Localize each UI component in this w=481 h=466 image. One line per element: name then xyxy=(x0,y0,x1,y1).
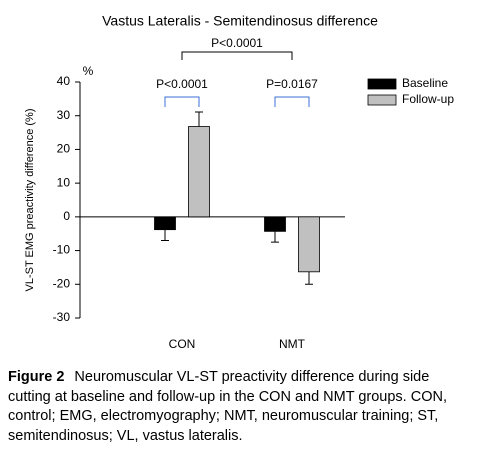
bar xyxy=(154,216,176,231)
y-unit: % xyxy=(83,64,94,78)
bracket xyxy=(274,96,310,107)
caption-label: Figure 2 xyxy=(8,369,65,385)
y-tick-label: 30 xyxy=(57,108,71,122)
y-tick-label: 0 xyxy=(63,209,70,223)
caption-text: Neuromuscular VL-ST preactivity differen… xyxy=(8,369,447,444)
caption: Figure 2 Neuromuscular VL-ST preactivity … xyxy=(8,368,470,446)
y-tick-label: 40 xyxy=(57,74,71,88)
y-tick-label: -20 xyxy=(53,276,71,290)
y-tick-label: -10 xyxy=(53,243,71,257)
error-bar xyxy=(161,229,169,241)
bar xyxy=(298,216,320,273)
error-bar xyxy=(305,271,313,285)
y-axis-label: VL-ST EMG preactivity difference (%) xyxy=(24,109,36,292)
annotation: P<0.0001 xyxy=(156,77,208,91)
legend-label: Follow-up xyxy=(402,92,454,106)
bracket xyxy=(164,96,200,107)
annotation: P<0.0001 xyxy=(211,36,263,50)
error-bar xyxy=(195,111,203,127)
bar xyxy=(188,126,210,218)
legend-swatch xyxy=(367,78,397,90)
y-tick-label: -30 xyxy=(53,310,71,324)
chart: Vastus Lateralis - Semitendinosus differ… xyxy=(24,13,454,351)
bar xyxy=(264,216,286,232)
chart-title: Vastus Lateralis - Semitendinosus differ… xyxy=(102,13,378,29)
annotation: P=0.0167 xyxy=(266,77,318,91)
y-tick-label: 20 xyxy=(57,142,71,156)
legend-label: Baseline xyxy=(402,76,448,90)
error-bar xyxy=(271,231,279,243)
bracket xyxy=(181,51,293,60)
legend-swatch xyxy=(367,94,397,106)
x-tick-label: NMT xyxy=(279,337,306,351)
x-tick-label: CON xyxy=(169,337,196,351)
y-tick-label: 10 xyxy=(57,175,71,189)
